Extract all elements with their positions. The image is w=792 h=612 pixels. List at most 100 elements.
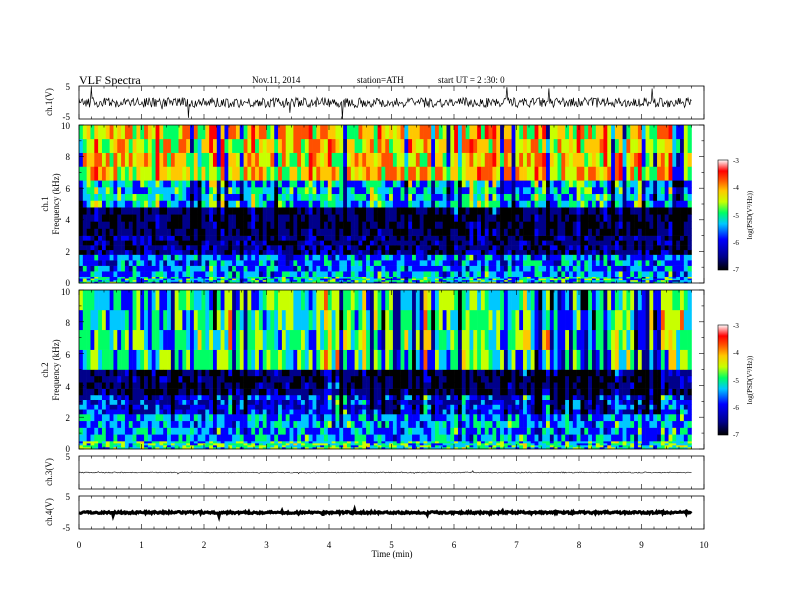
- spectrogram-cell: [622, 245, 627, 251]
- spectrogram-cell: [82, 369, 87, 377]
- spectrogram-cell: [79, 207, 84, 215]
- spectrogram-cell: [105, 309, 110, 331]
- spectrogram-cell: [381, 245, 386, 251]
- spectrogram-cell: [538, 221, 543, 229]
- spectrogram-cell: [90, 249, 95, 255]
- spectrogram-cell: [683, 254, 688, 261]
- spectrogram-cell: [147, 443, 153, 446]
- spectrogram-cell: [324, 265, 329, 272]
- spectrogram-cell: [427, 152, 432, 167]
- spectrogram-cell: [465, 228, 470, 236]
- spectrogram-cell: [239, 404, 244, 410]
- spectrogram-cell: [163, 329, 168, 350]
- spectrogram-cell: [94, 447, 99, 450]
- spectrogram-cell: [335, 254, 340, 261]
- spectrogram-cell: [622, 249, 627, 255]
- spectrogram-cell: [496, 187, 501, 195]
- spectrogram-cell: [136, 443, 141, 446]
- spectrogram-cell: [147, 420, 153, 428]
- spectrogram-cell: [511, 278, 516, 281]
- spectrogram-cell: [392, 278, 398, 281]
- spectrogram-cell: [117, 271, 122, 277]
- spectrogram-cell: [98, 420, 103, 428]
- spectrogram-cell: [645, 278, 650, 281]
- spectrogram-cell: [178, 276, 183, 279]
- spectrogram-cell: [201, 180, 206, 188]
- spectrogram-cell: [155, 279, 160, 282]
- spectrogram-cell: [381, 249, 386, 255]
- spectrogram-cell: [335, 278, 340, 281]
- spectrogram-cell: [614, 207, 620, 215]
- spectrogram-cell: [109, 399, 114, 405]
- spectrogram-cell: [132, 276, 137, 279]
- spectrogram-cell: [121, 309, 126, 331]
- spectrogram-cell: [159, 441, 164, 444]
- spectrogram-cell: [553, 138, 558, 153]
- spectrogram-cell: [377, 278, 382, 281]
- spectrogram-cell: [408, 254, 413, 261]
- spectrogram-cell: [404, 271, 409, 277]
- spectrogram-cell: [546, 240, 551, 246]
- spectrogram-cell: [687, 279, 692, 282]
- spectrogram-cell: [101, 166, 107, 181]
- spectrogram-cell: [155, 281, 160, 284]
- spectrogram-cell: [683, 265, 688, 272]
- spectrogram-cell: [660, 125, 666, 140]
- spectrogram-cell: [262, 278, 267, 281]
- spectrogram-cell: [270, 441, 275, 444]
- spectrogram-cell: [94, 434, 99, 442]
- spectrogram-cell: [232, 187, 237, 195]
- spectrogram-cell: [687, 254, 692, 261]
- spectrogram-cell: [101, 228, 107, 236]
- spectrogram-cell: [117, 290, 122, 311]
- spectrogram-cell: [423, 265, 428, 272]
- spectrogram-cell: [343, 125, 348, 140]
- spectrogram-cell: [565, 138, 570, 153]
- spectrogram-cell: [316, 228, 321, 236]
- spectrogram-cell: [488, 221, 493, 229]
- spectrogram-cell: [657, 187, 662, 195]
- spectrogram-cell: [469, 166, 474, 181]
- spectrogram-cell: [484, 125, 489, 140]
- spectrogram-cell: [232, 279, 237, 282]
- spectrogram-cell: [270, 278, 275, 281]
- spectrogram-cell: [255, 409, 260, 415]
- spectrogram-cell: [159, 414, 164, 422]
- spectrogram-cell: [247, 254, 252, 261]
- spectrogram-cell: [216, 399, 221, 405]
- spectrogram-cell: [182, 166, 187, 181]
- spectrogram-cell: [419, 221, 424, 229]
- spectrogram-cell: [228, 409, 233, 415]
- spectrogram-cell: [530, 271, 535, 277]
- spectrogram-cell: [358, 166, 363, 181]
- spectrogram-cell: [170, 138, 176, 153]
- spectrogram-cell: [488, 265, 493, 272]
- spectrogram-cell: [182, 214, 187, 222]
- spectrogram-cell: [369, 207, 375, 215]
- spectrogram-cell: [90, 388, 95, 396]
- spectrogram-cell: [346, 278, 352, 281]
- spectrogram-cell: [680, 249, 685, 255]
- spectrogram-cell: [664, 187, 669, 195]
- spectrogram-cell: [79, 369, 84, 377]
- spectrogram-cell: [404, 260, 409, 266]
- spectrogram-cell: [362, 235, 367, 241]
- spectrogram-cell: [392, 125, 398, 140]
- spectrogram-cell: [362, 228, 367, 236]
- spectrogram-cell: [278, 409, 283, 415]
- spectrogram-cell: [128, 329, 133, 350]
- spectrogram-cell: [687, 265, 692, 272]
- spectrogram-cell: [523, 152, 528, 167]
- spectrogram-cell: [209, 409, 214, 415]
- spectrogram-cell: [297, 138, 302, 153]
- spectrogram-cell: [228, 271, 233, 277]
- spectrogram-cell: [618, 207, 623, 215]
- spectrogram-cell: [258, 240, 264, 246]
- spectrogram-cell: [484, 254, 489, 261]
- spectrogram-cell: [167, 138, 172, 153]
- spectrogram-cell: [591, 221, 597, 229]
- spectrogram-cell: [186, 138, 191, 153]
- spectrogram-cell: [209, 187, 214, 195]
- spectrogram-cell: [457, 276, 463, 279]
- spectrogram-cell: [366, 228, 371, 236]
